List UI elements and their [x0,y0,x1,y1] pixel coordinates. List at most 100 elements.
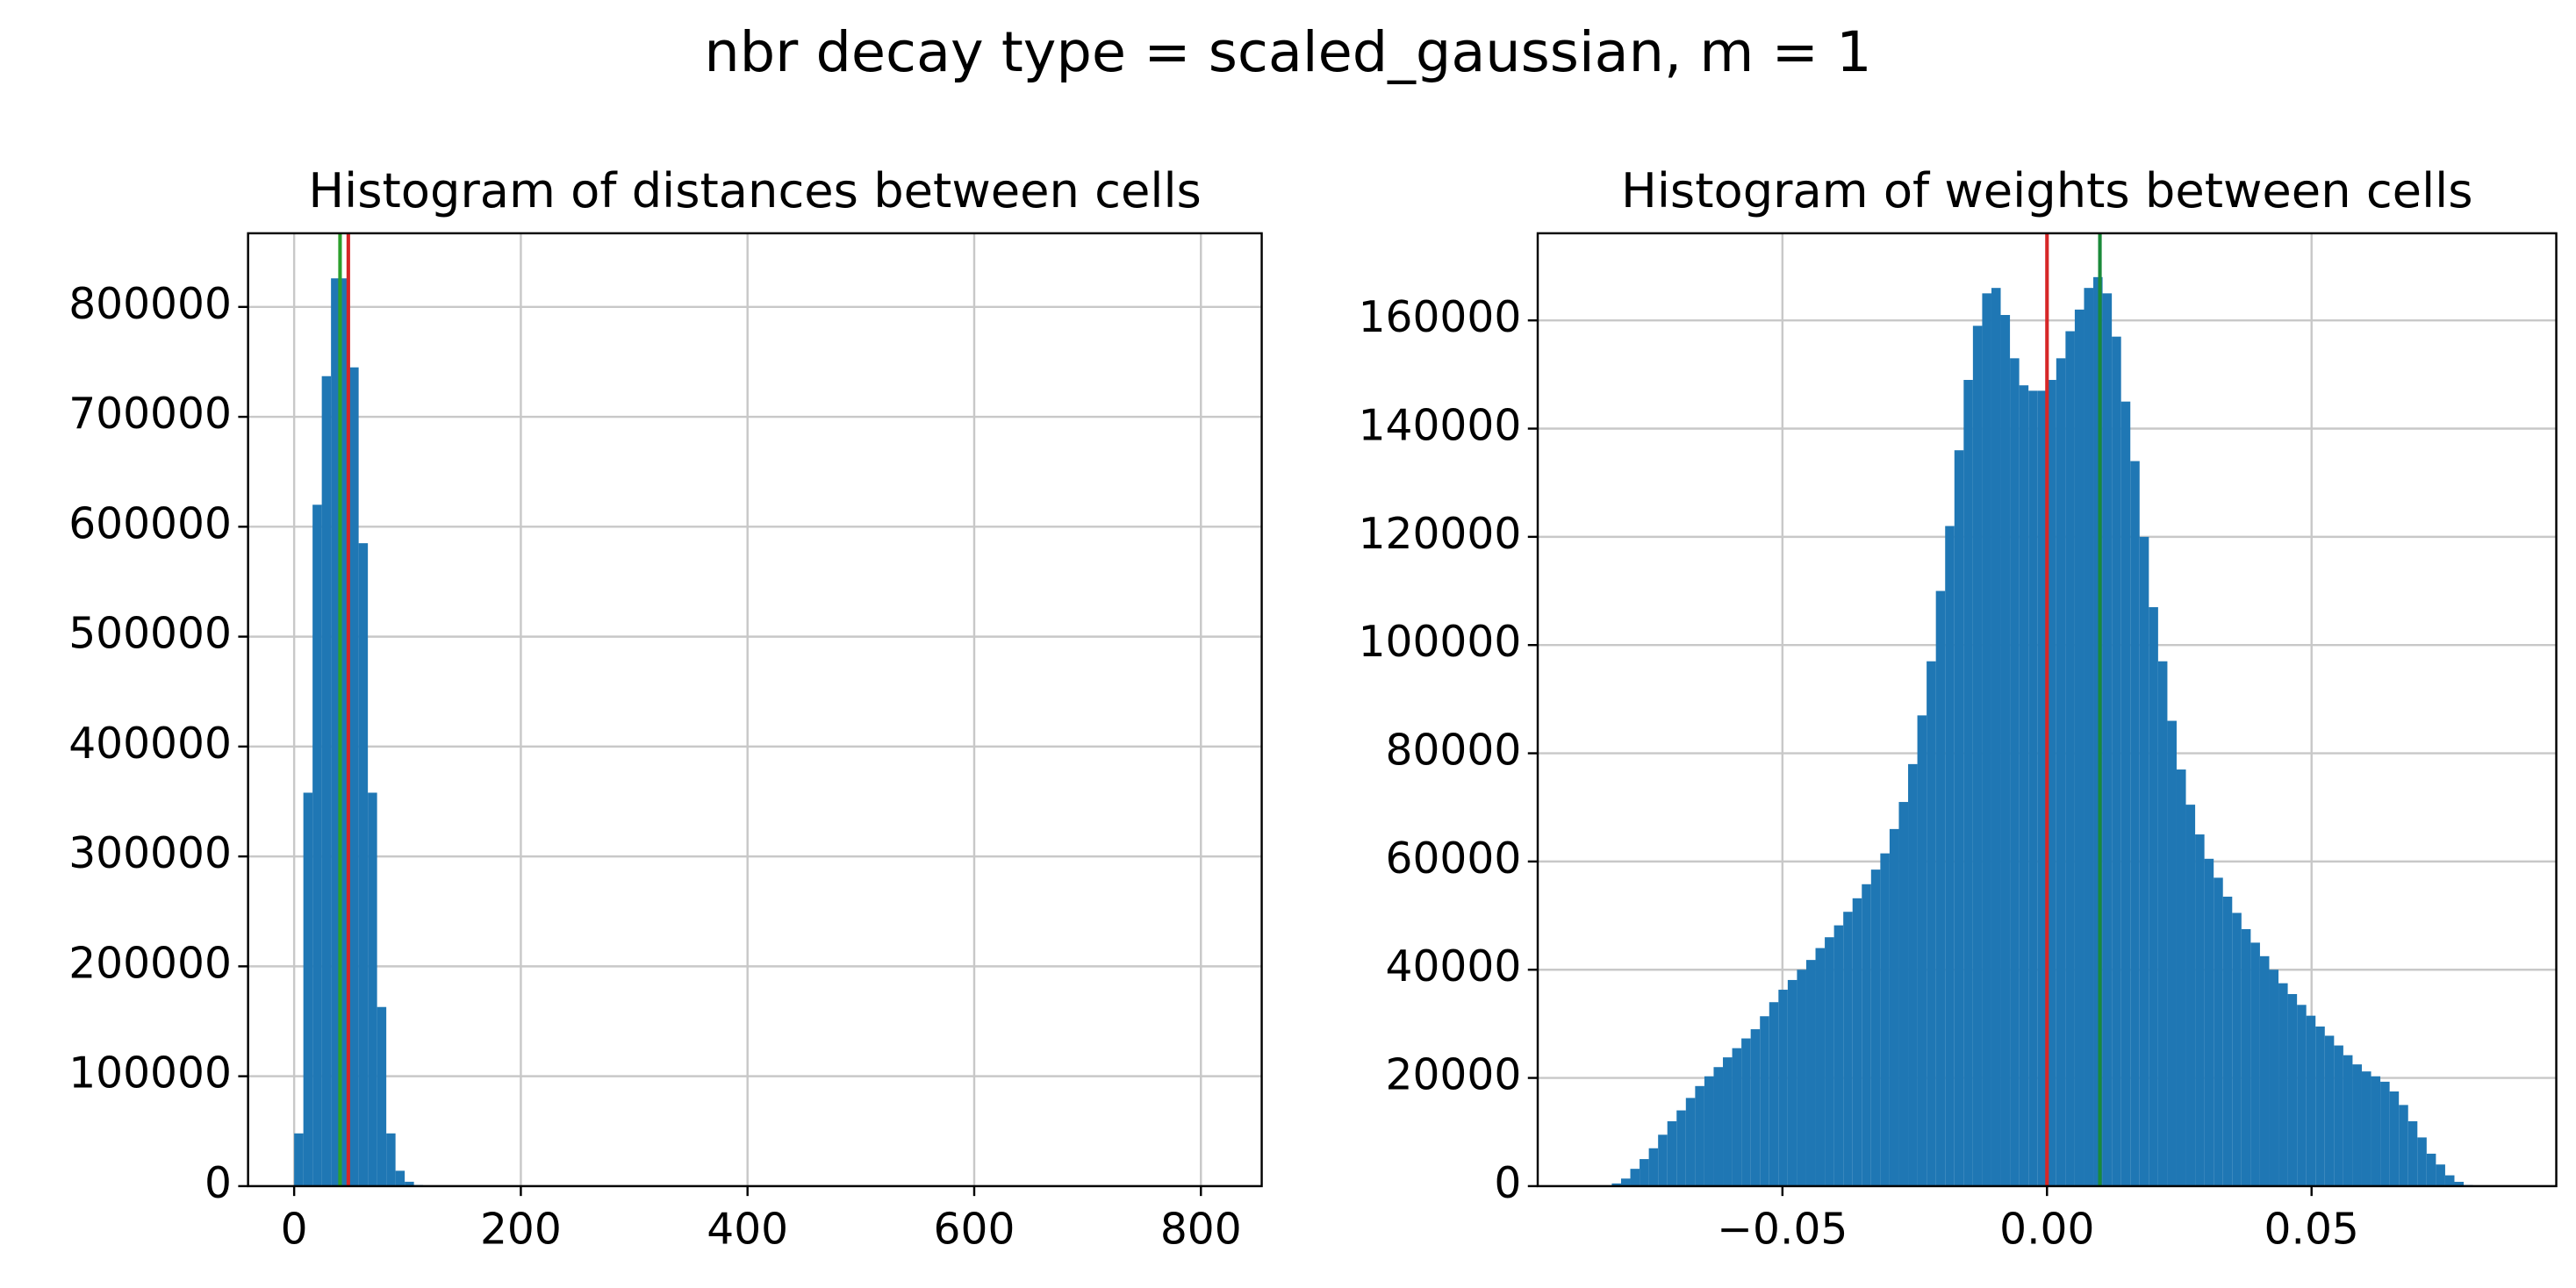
histogram-bar [1833,925,1844,1186]
histogram-bar [1945,526,1955,1186]
figure-title: nbr decay type = scaled_gaussian, m = 1 [704,20,1871,85]
histogram-bar [2130,461,2140,1186]
histogram-bar [2454,1181,2465,1186]
x-tick-label: −0.05 [1717,1205,1848,1254]
histogram-bar [331,278,341,1186]
histogram-bar [2426,1153,2436,1186]
histogram-bar [2112,336,2121,1186]
histogram-bar [2324,1035,2335,1186]
histogram-bar [1620,1178,1631,1186]
histogram-bar [2195,834,2205,1186]
histogram-bar [1880,853,1890,1186]
histogram-bar [377,1006,387,1186]
y-tick-label: 40000 [1386,942,1522,991]
histogram-bar [1658,1134,1668,1186]
histogram-bar [349,367,359,1186]
y-tick-label: 500000 [68,610,232,659]
histogram-bar [2389,1091,2400,1186]
x-tick-label: 0 [281,1205,308,1254]
histogram-bar [2407,1120,2418,1186]
histogram-bar [340,278,350,1186]
histogram-bar [1852,898,1862,1186]
histogram-bar [312,504,322,1186]
histogram-bar [2250,942,2260,1186]
histogram-bar [2315,1026,2325,1186]
y-tick-label: 140000 [1359,402,1522,451]
histogram-bar [1769,1002,1779,1186]
histogram-bar [1667,1120,1677,1186]
histogram-bar [2056,358,2066,1186]
histogram-bar [2361,1071,2371,1186]
y-tick-label: 0 [1494,1159,1521,1208]
histogram-bar [2417,1137,2427,1186]
y-tick-label: 100000 [1359,618,1522,667]
histogram-bar [2149,607,2158,1186]
histogram-bar [2010,358,2020,1186]
histogram-bar [2093,276,2103,1186]
y-tick-label: 100000 [68,1049,232,1098]
histogram-bar [2037,390,2048,1186]
histogram-bar [1630,1169,1640,1186]
histogram-bar [2436,1164,2445,1186]
histogram-bar [2139,536,2149,1186]
x-tick-label: 0.05 [2264,1205,2359,1254]
y-tick-label: 60000 [1386,834,1522,884]
histogram-bar [1723,1057,1733,1186]
histogram-bar [2241,928,2251,1186]
histogram-bar [2306,1015,2316,1186]
histogram-bar [2176,769,2186,1186]
histogram-bar [2167,720,2177,1186]
histogram-bar [2371,1076,2381,1186]
histogram-bar [2269,970,2279,1186]
histogram-bar [1982,293,1991,1186]
histogram-bar [2232,912,2242,1186]
histogram-bar [1917,715,1927,1186]
y-tick-label: 300000 [68,829,232,878]
histogram-bar [405,1181,414,1186]
axes-frame [247,232,1263,1188]
histogram-bar [1889,828,1899,1186]
histogram-bar [1648,1148,1659,1186]
histogram-bar [2287,993,2298,1186]
histogram-bar [2399,1105,2408,1186]
histogram-bar [2334,1045,2343,1186]
histogram-bar [1935,590,1946,1186]
histogram-bar [1704,1076,1714,1186]
histogram-bar [1805,960,1816,1186]
histogram-bar [1797,970,1806,1186]
histogram-bar [1685,1098,1696,1186]
histogram-bar [1898,802,1909,1186]
y-tick-label: 0 [205,1159,232,1208]
x-tick-label: 800 [1160,1205,1242,1254]
histogram-bar [1991,288,2001,1186]
histogram-bar [2214,877,2223,1186]
histogram-bar [2278,983,2288,1186]
y-tick-label: 800000 [68,280,232,329]
histogram-bar [2028,390,2038,1186]
y-tick-label: 400000 [68,719,232,769]
histogram-bar [1676,1110,1686,1186]
histogram-bar [395,1170,405,1186]
x-tick-label: 600 [934,1205,1015,1254]
histogram-bar [1954,450,1964,1186]
y-tick-label: 600000 [68,499,232,548]
histogram-bar [1927,661,1936,1186]
histogram-bar [368,792,377,1186]
histogram-bar [2084,288,2094,1186]
histogram-bar [1760,1016,1769,1186]
histogram-bar [2297,1005,2307,1186]
histogram-bar [2444,1175,2455,1186]
y-tick-label: 20000 [1386,1051,1522,1100]
histogram-bar [1870,869,1881,1186]
x-tick-label: 0.00 [1999,1205,2094,1254]
histogram-bar [1787,979,1797,1186]
axes-title: Histogram of distances between cells [308,163,1201,218]
histogram-bar [2019,385,2029,1186]
histogram-bar [321,376,332,1186]
histogram-bar [1815,948,1826,1186]
histogram-bar [1972,326,1983,1186]
histogram-bar [2157,661,2168,1186]
histogram-bar [1908,763,1918,1186]
histogram-bar [1732,1048,1742,1186]
axes-frame [1536,232,2558,1188]
